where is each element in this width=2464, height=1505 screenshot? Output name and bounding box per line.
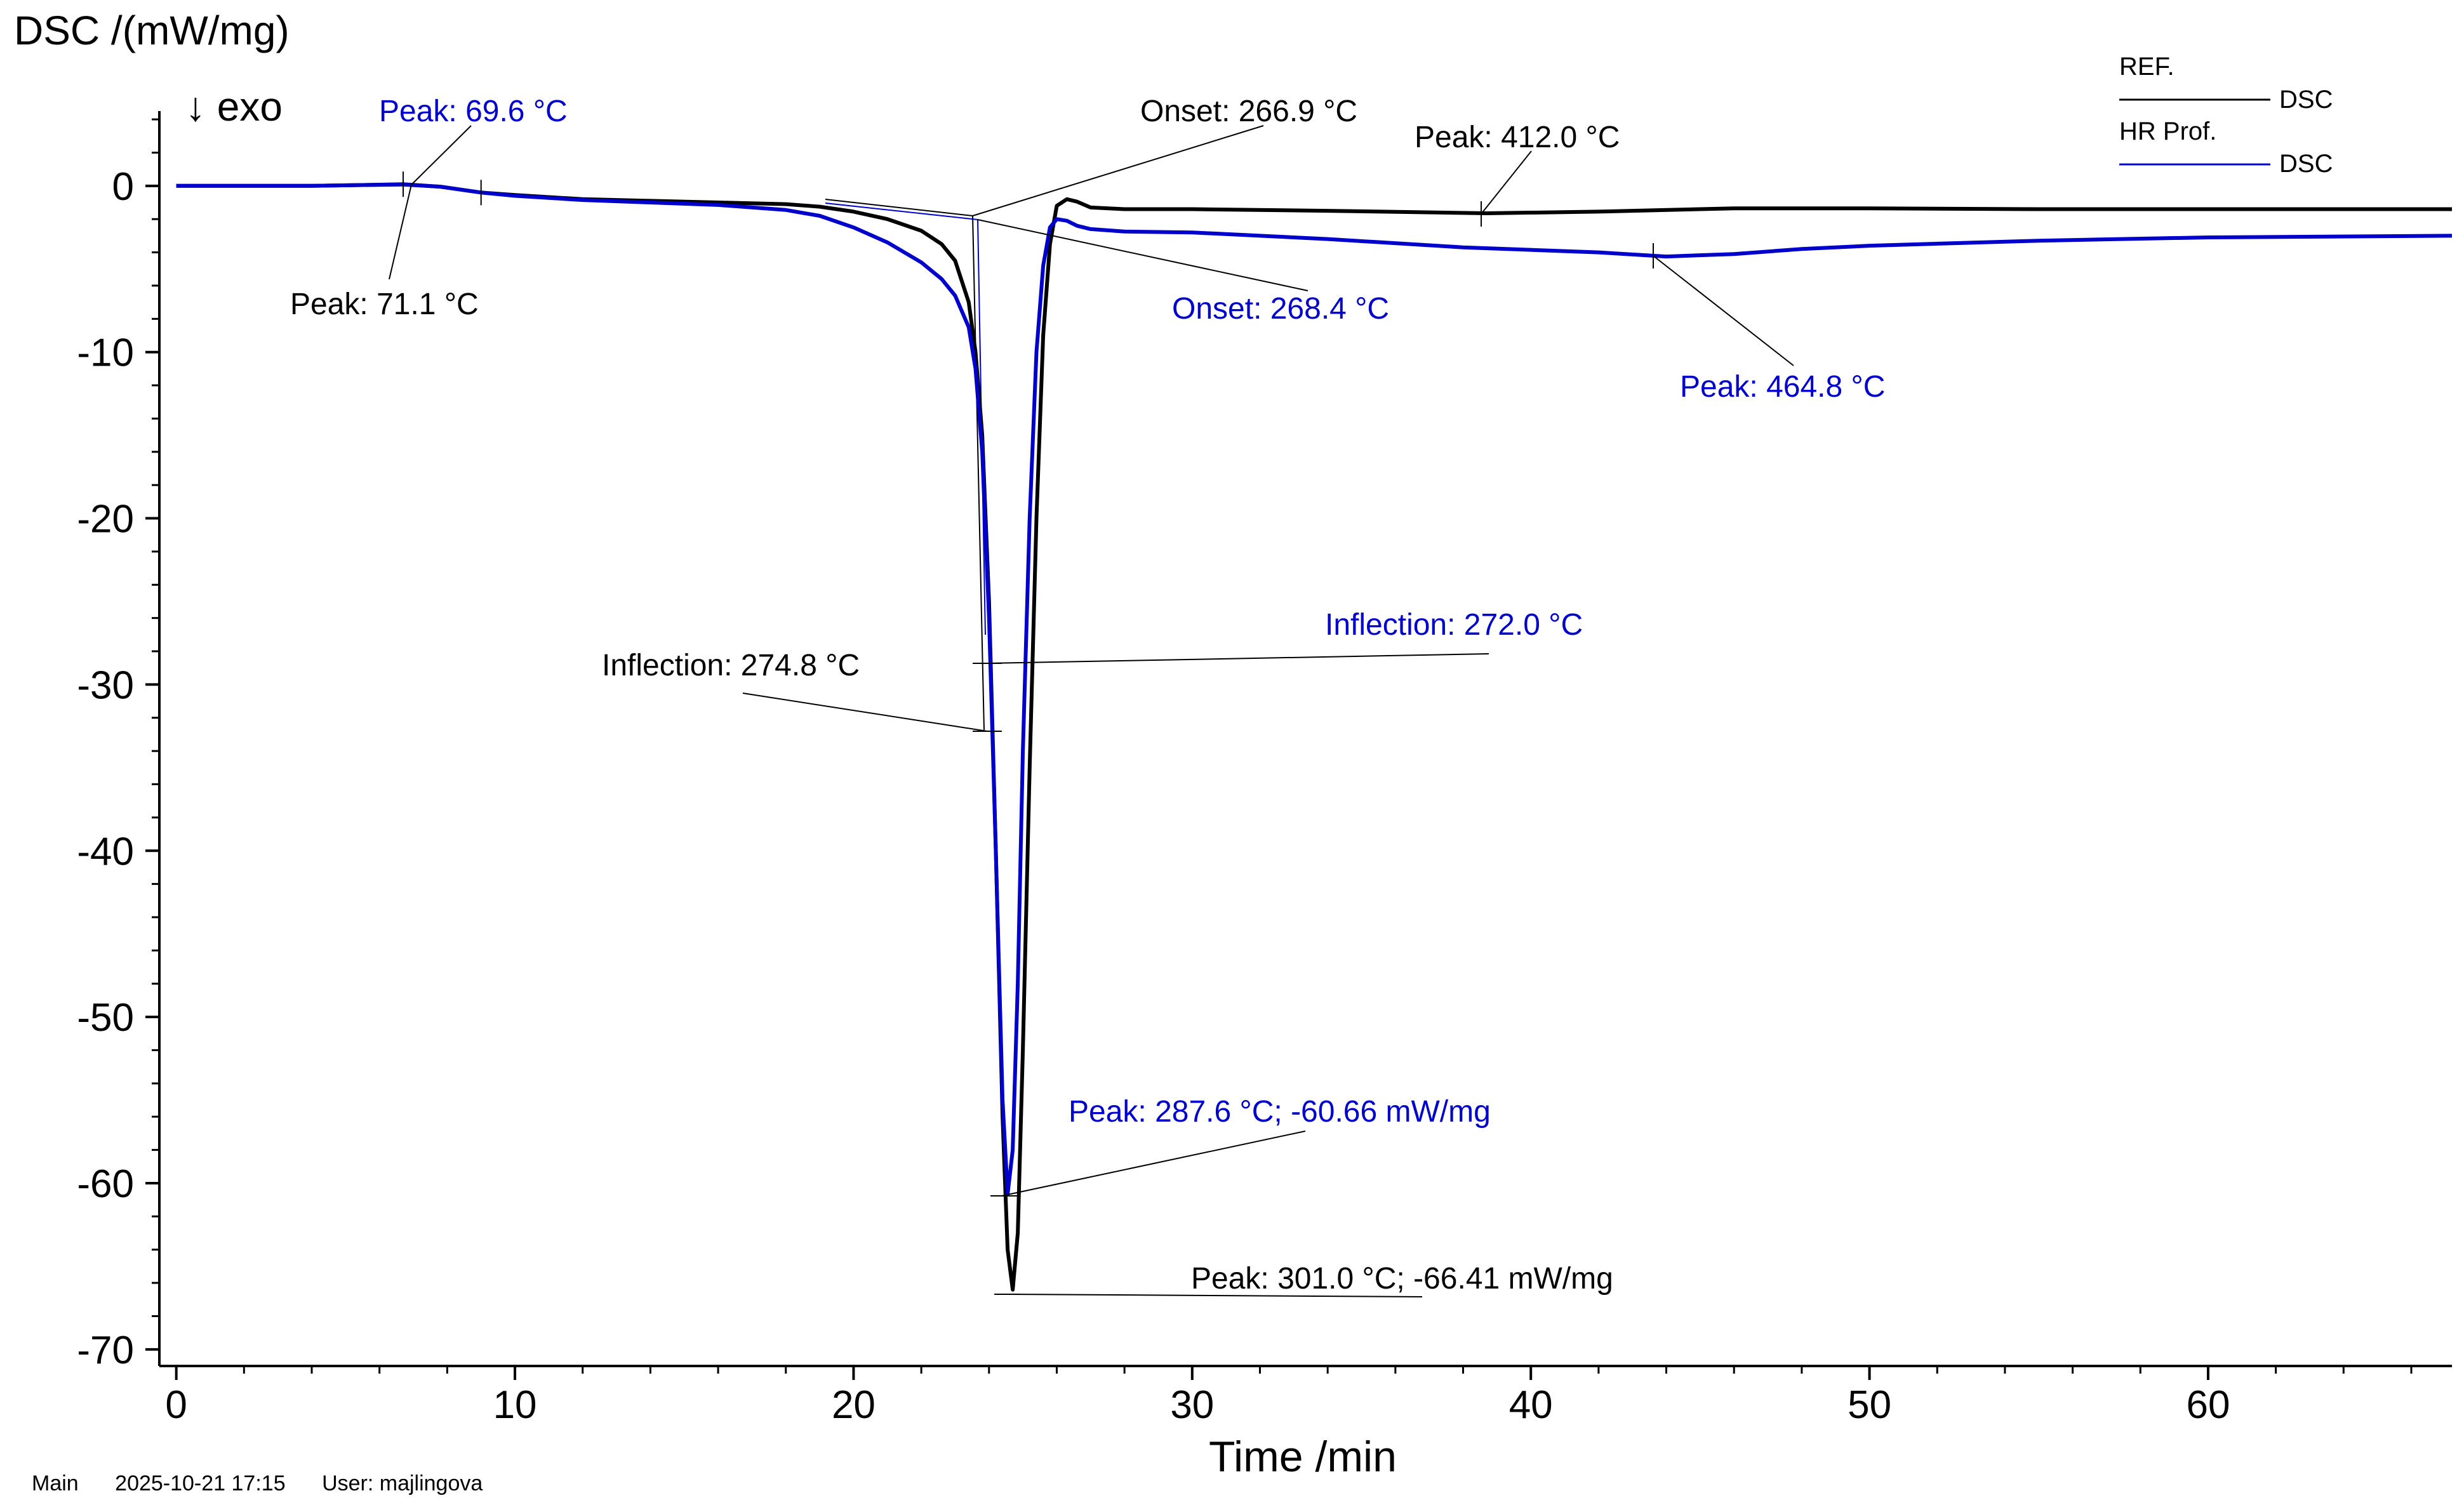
footer-timestamp: 2025-10-21 17:15 [115,1471,286,1495]
series-hr-prof-dsc-curve [176,182,2453,1197]
y-tick-label: -20 [77,498,134,541]
leader-line [987,653,1489,664]
annotation-ref-peak-71: Peak: 71.1 °C [290,184,479,321]
footer-user: User: majlingova [322,1471,483,1495]
annotation-hr-peak-464: Peak: 464.8 °C [1653,243,1885,404]
annotation-label: Onset: 268.4 °C [1172,292,1389,326]
leader-line [1001,1130,1306,1197]
y-tick-label: -50 [77,996,134,1040]
annotation-ref-onset: Onset: 266.9 °C [972,95,1357,216]
x-tick-group: 0 10 20 30 40 50 60 [165,1366,2230,1427]
annotation-label: Peak: 464.8 °C [1680,370,1885,404]
ref-onset-tangent [972,215,985,731]
y-tick-group: 0 -10 -20 -30 -40 -50 -60 -70 [77,165,159,1372]
y-tick-label: -70 [77,1329,134,1372]
x-tick-label: 40 [1509,1383,1553,1427]
leader-line [1481,150,1532,215]
x-minor-ticks [243,1366,2413,1374]
annotation-label: Inflection: 272.0 °C [1325,608,1583,642]
annotation-label: Peak: 287.6 °C; -60.66 mW/mg [1069,1095,1491,1129]
y-tick-label: -40 [77,830,134,873]
legend-hr-group: HR Prof. [2119,117,2216,145]
leader-line [977,219,1309,291]
annotation-label: Peak: 69.6 °C [379,95,568,128]
legend: REF. DSC HR Prof. DSC [2119,53,2333,178]
y-tick-label: -30 [77,663,134,707]
annotation-label: Peak: 301.0 °C; -66.41 mW/mg [1191,1262,1613,1296]
x-tick-label: 10 [493,1383,537,1427]
annotation-label: Peak: 412.0 °C [1415,121,1620,154]
legend-hr-label: DSC [2279,150,2333,178]
annotation-label: Onset: 266.9 °C [1140,95,1357,128]
y-axis-title: DSC /(mW/mg) [14,8,290,53]
annotation-label: Peak: 71.1 °C [290,288,479,321]
x-axis-title: Time /min [1209,1433,1397,1481]
status-footer: Main 2025-10-21 17:15 User: majlingova [32,1471,513,1496]
annotation-ref-inflection: Inflection: 274.8 °C [602,649,1002,732]
leader-line [972,125,1264,216]
x-tick-label: 0 [165,1383,187,1427]
annotation-ref-main-peak: Peak: 301.0 °C; -66.41 mW/mg [994,1262,1613,1297]
leader-line [411,125,472,185]
legend-ref-label: DSC [2279,86,2333,114]
annotation-label: Inflection: 274.8 °C [602,649,860,682]
y-tick-label: 0 [112,165,134,209]
leader-line [389,184,412,280]
leader-line [1006,1294,1423,1297]
leader-line [742,693,988,732]
footer-mode: Main [32,1471,79,1495]
legend-ref-group: REF. [2119,53,2174,81]
ref-onset-baseline [825,199,973,216]
x-tick-label: 20 [832,1383,876,1427]
leader-line [1653,255,1794,366]
annotation-hr-onset: Onset: 268.4 °C [977,219,1389,326]
x-tick-label: 60 [2186,1383,2230,1427]
annotation-hr-inflection: Inflection: 272.0 °C [973,608,1583,664]
y-tick-label: -60 [77,1162,134,1206]
exo-indicator: ↓ exo [185,84,283,129]
annotation-hr-main-peak: Peak: 287.6 °C; -60.66 mW/mg [990,1095,1491,1197]
annotation-ref-peak-412: Peak: 412.0 °C [1415,121,1620,227]
annotation-hr-peak-69: Peak: 69.6 °C [379,95,568,185]
hr-onset-baseline [825,202,978,220]
x-tick-label: 50 [1848,1383,1891,1427]
y-minor-ticks [152,118,159,1317]
x-tick-label: 30 [1170,1383,1214,1427]
y-tick-label: -10 [77,331,134,375]
